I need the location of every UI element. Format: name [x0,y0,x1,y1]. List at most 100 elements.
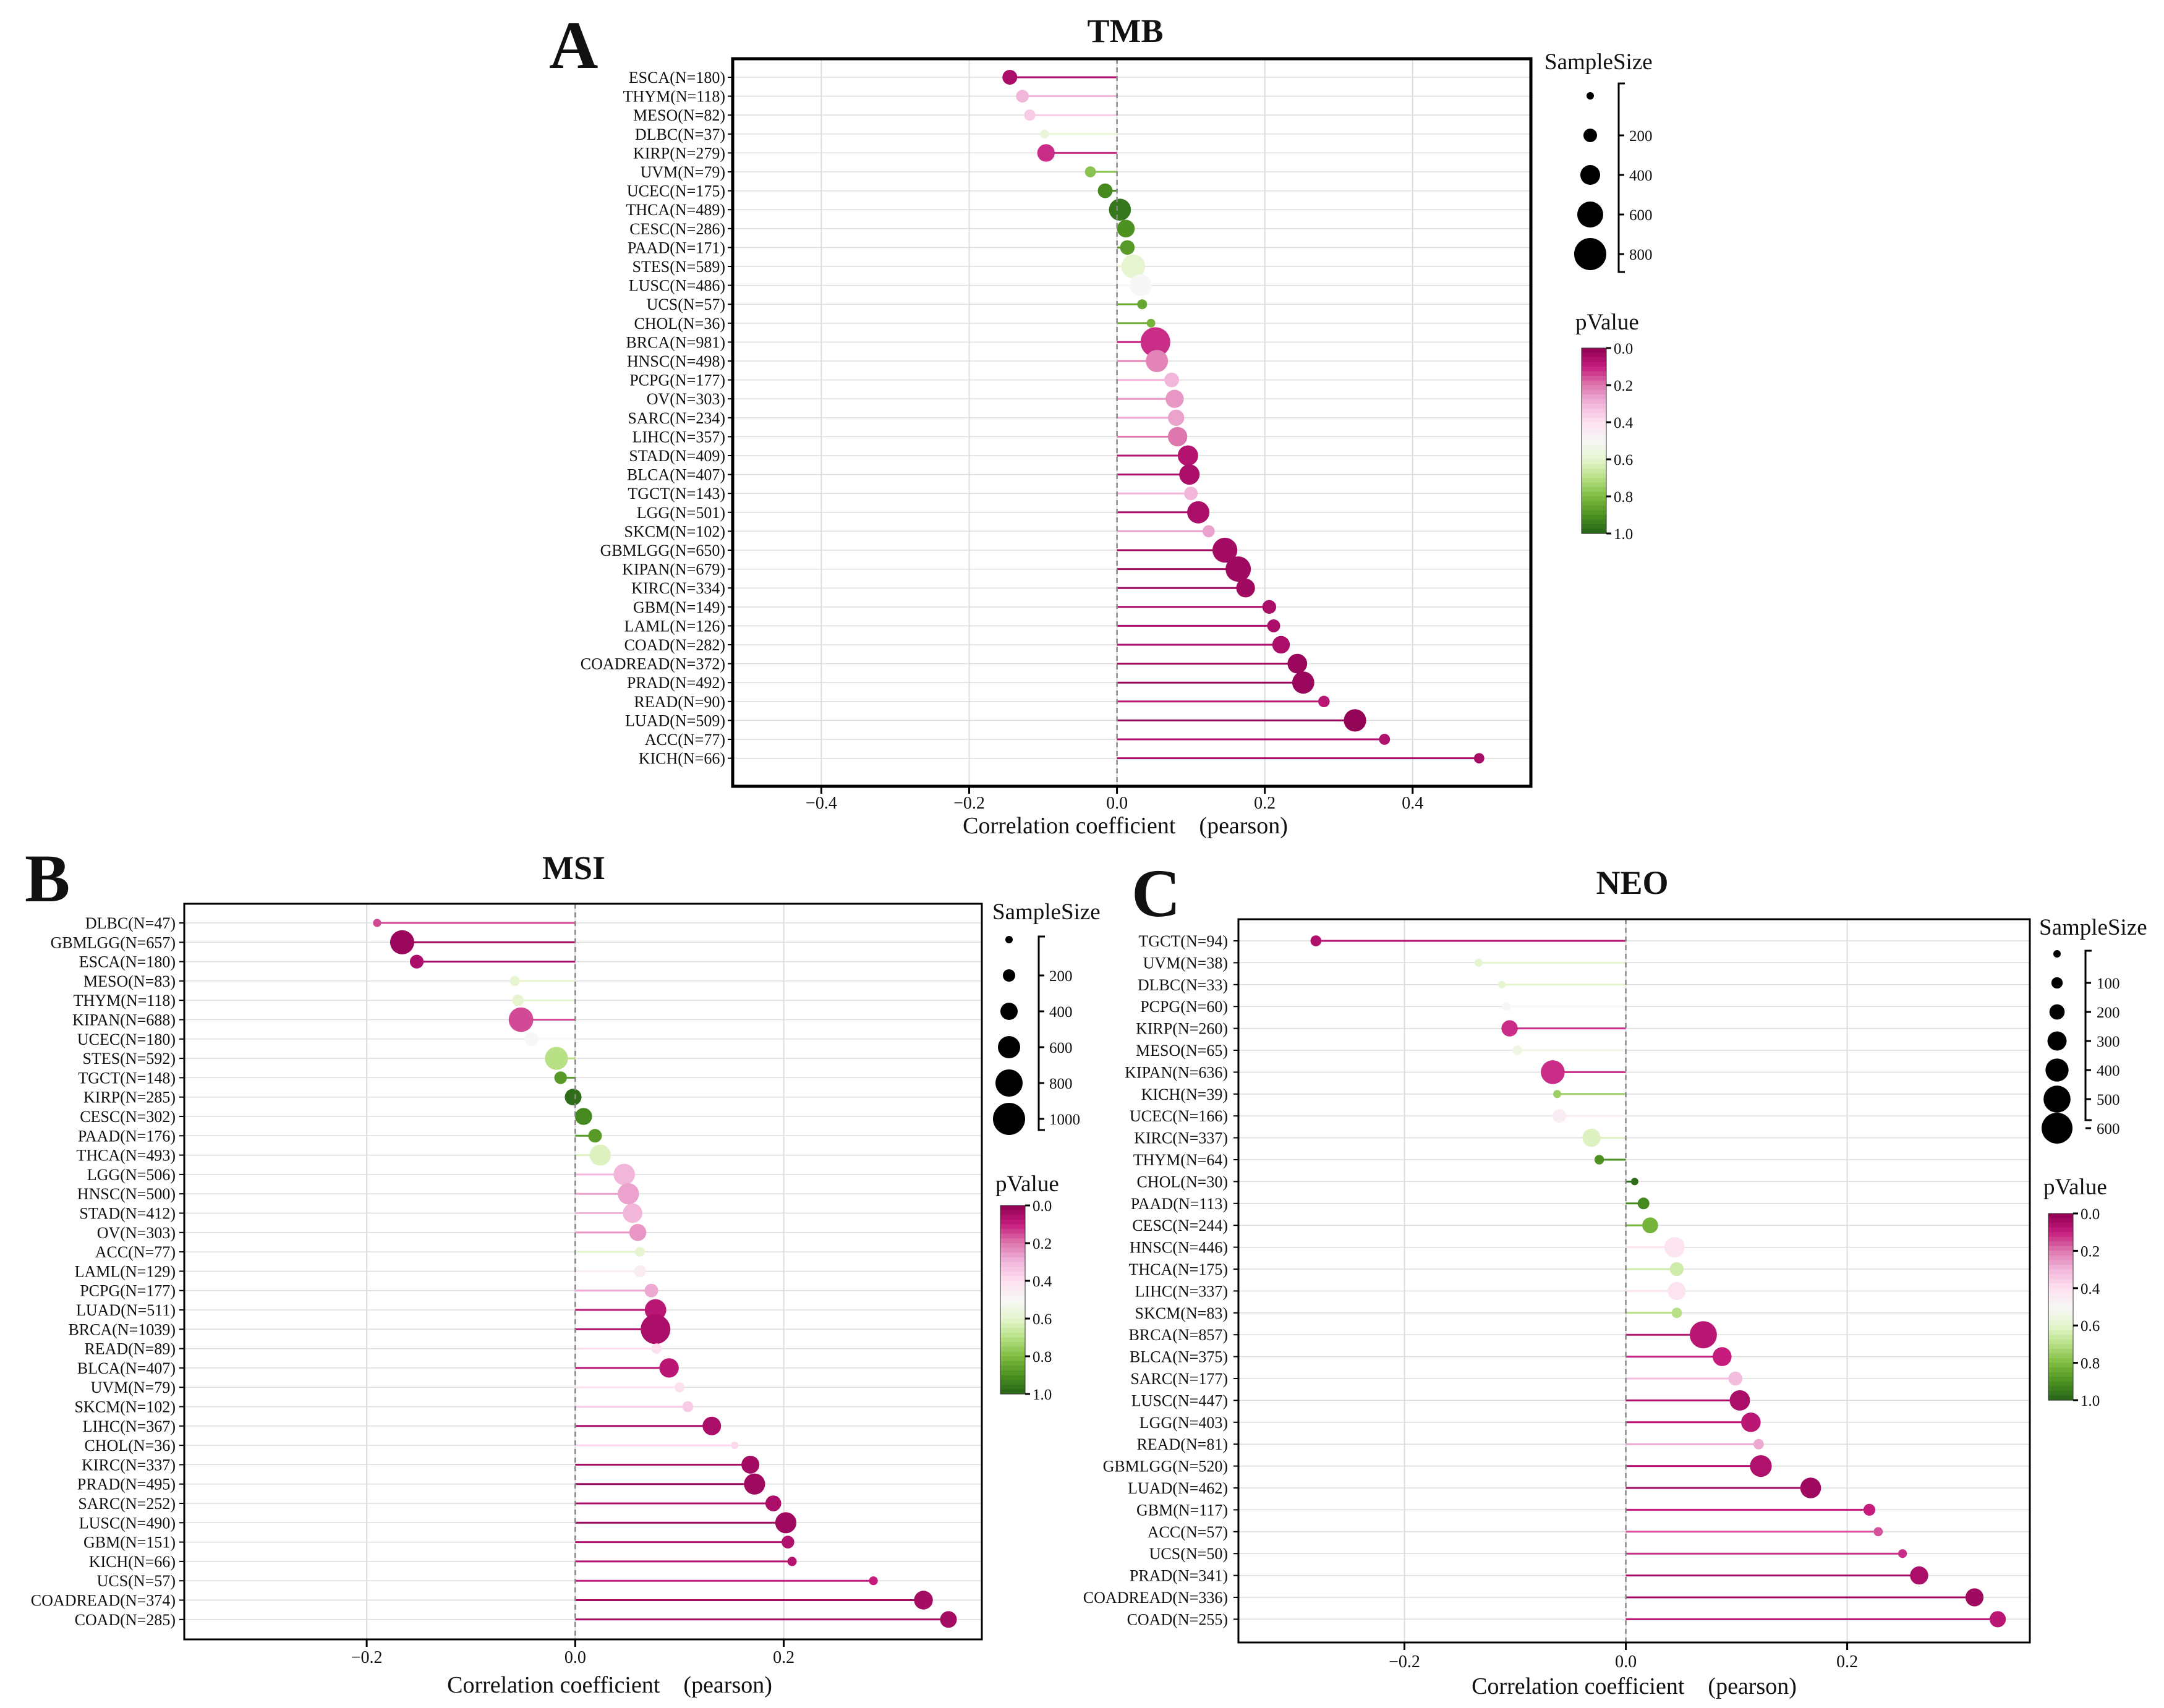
lollipop-dot [1379,734,1391,745]
pvalue-colorbar-segment [1582,422,1606,428]
pvalue-colorbar-segment [1000,1319,1025,1324]
y-category-label: CESC(N=286) [629,220,725,238]
x-tick-label: 0.2 [773,1648,794,1667]
lollipop-dot [1553,1090,1562,1098]
pvalue-colorbar-segment [1582,380,1606,386]
pvalue-colorbar-segment [1582,408,1606,414]
lollipop-dot [618,1183,639,1205]
y-category-label: DLBC(N=47) [85,914,176,932]
size-legend-label: 1000 [1049,1111,1080,1128]
pvalue-colorbar-segment [1000,1271,1025,1277]
lollipop-dot [1272,635,1290,654]
y-category-label: CHOL(N=30) [1136,1173,1228,1191]
lollipop-dot [1179,464,1200,485]
pvalue-colorbar-segment [2048,1386,2073,1391]
pvalue-colorbar-segment [1582,459,1606,465]
lollipop-dot [659,1358,679,1378]
x-axis-label: Correlation coefficient (pearson) [1472,1673,1797,1699]
pvalue-colorbar-segment [1582,529,1606,534]
size-legend-dot [998,1036,1020,1058]
panel-letter-c: C [1131,856,1180,931]
y-category-label: GBMLGG(N=650) [600,542,725,559]
y-category-label: PRAD(N=341) [1130,1567,1228,1585]
y-category-label: KIRC(N=334) [631,579,725,597]
chart-title-neo: NEO [1596,864,1668,901]
size-legend-label: 800 [1049,1076,1073,1092]
pvalue-colorbar-segment [1000,1210,1025,1215]
pvalue-colorbar-segment [1582,431,1606,437]
lollipop-dot [1037,144,1055,162]
pvalue-colorbar-segment [2048,1307,2073,1312]
y-category-label: PRAD(N=495) [77,1476,176,1493]
pvalue-colorbar-segment [1582,519,1606,525]
lollipop-dot [1225,556,1251,582]
lollipop-dot [644,1299,667,1321]
pvalue-legend: pValue 0.0 0.2 0.4 0.6 0.8 1.0 [1575,310,1639,543]
pvalue-colorbar-segment [2048,1372,2073,1377]
pvalue-legend-label: 0.2 [1033,1236,1052,1252]
lollipop-dot [765,1495,782,1511]
y-category-label: COADREAD(N=336) [1083,1589,1228,1607]
lollipop-dot [508,1007,534,1032]
y-category-label: PAAD(N=176) [78,1127,176,1145]
pvalue-colorbar-segment [1582,394,1606,400]
y-category-label: UVM(N=38) [1143,954,1228,972]
lollipop-dot [641,1314,671,1345]
lollipop-dot [1318,695,1330,708]
pvalue-legend-label: 0.0 [2081,1206,2100,1223]
pvalue-colorbar-segment [1582,524,1606,530]
lollipop-dot [588,1129,602,1143]
chart-title-tmb: TMB [1087,12,1163,49]
pvalue-colorbar-segment [2048,1288,2073,1293]
lollipop-dot [1582,1128,1601,1147]
y-category-label: TGCT(N=148) [78,1069,176,1087]
pvalue-colorbar-segment [2048,1269,2073,1275]
y-category-label: TGCT(N=94) [1138,932,1228,950]
lollipop-dot [651,1343,662,1354]
y-category-label: BRCA(N=981) [626,333,725,351]
y-category-label: LUSC(N=447) [1131,1391,1228,1409]
lollipop-dot [1965,1588,1984,1607]
y-category-label: LIHC(N=367) [83,1417,176,1435]
y-category-label: LAML(N=126) [624,617,725,635]
size-legend-label: 600 [1629,207,1653,224]
y-category-label: ACC(N=77) [95,1243,176,1261]
y-category-label: CESC(N=244) [1132,1217,1228,1234]
y-category-label: GBMLGG(N=520) [1103,1458,1228,1476]
y-category-label: THYM(N=118) [74,992,176,1009]
pvalue-colorbar-segment [1000,1267,1025,1272]
pvalue-colorbar-segment [2048,1278,2073,1284]
size-legend-title: SampleSize [2039,915,2147,940]
y-category-label: BRCA(N=1039) [68,1320,176,1338]
y-category-label: PCPG(N=60) [1140,998,1228,1016]
pvalue-colorbar-segment [2048,1241,2073,1247]
y-category-label: ESCA(N=180) [629,69,725,87]
pvalue-colorbar-segment [2048,1218,2073,1223]
pvalue-colorbar-segment [2048,1320,2073,1326]
size-legend-bracket [1617,82,1625,273]
y-category-label: ESCA(N=180) [79,953,176,971]
lollipop-dot [1117,219,1135,238]
pvalue-colorbar-segment [2048,1367,2073,1373]
lollipop-dot [1989,1611,2006,1628]
y-category-label: UCS(N=50) [1149,1545,1228,1563]
y-category-label: PCPG(N=177) [80,1282,176,1300]
pvalue-colorbar-segment [1000,1243,1025,1249]
pvalue-colorbar-segment [2048,1227,2073,1233]
y-category-label: UCEC(N=180) [77,1030,176,1048]
lollipop-dot [644,1283,658,1298]
lollipop-dot [1501,1020,1518,1037]
y-category-label: LAML(N=129) [75,1262,176,1280]
lollipop-dot [1898,1549,1907,1558]
pvalue-colorbar-segment [1582,464,1606,469]
plot-frame [1237,918,2031,1644]
lollipop-dot [524,1032,539,1046]
size-legend-bracket [2084,950,2092,1121]
y-category-label: SKCM(N=102) [624,522,725,540]
pvalue-colorbar-segment [2048,1325,2073,1331]
pvalue-colorbar-segment [2048,1339,2073,1345]
lollipop-dot [869,1576,878,1586]
pvalue-colorbar-segment [1582,404,1606,409]
pvalue-colorbar-segment [1000,1276,1025,1281]
lollipop-dot [1203,525,1215,538]
